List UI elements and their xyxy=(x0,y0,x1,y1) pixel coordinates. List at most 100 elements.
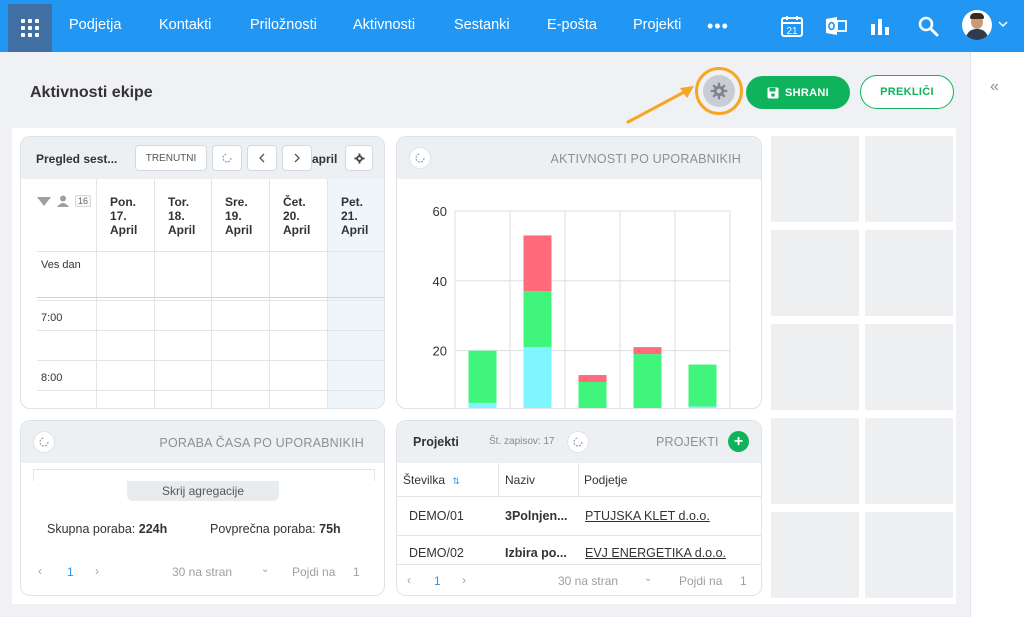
filter-icon[interactable] xyxy=(37,197,51,207)
empty-widget-slot xyxy=(771,136,859,222)
day-month: April xyxy=(110,223,138,237)
chevron-down-icon[interactable]: ⌄ xyxy=(644,573,653,584)
page-number[interactable]: 1 xyxy=(67,565,74,579)
empty-widget-slot xyxy=(865,512,953,598)
chevron-right-icon[interactable]: › xyxy=(95,564,99,578)
goto-page-input[interactable]: 1 xyxy=(353,565,360,579)
per-page-select[interactable]: 30 na stran xyxy=(558,574,619,588)
refresh-button[interactable] xyxy=(567,431,589,453)
bar-segment-1-1[interactable] xyxy=(523,291,552,348)
projects-widget: Projekti Št. zapisov: 17 PROJEKTI + Štev… xyxy=(396,420,762,596)
day-header-wed[interactable]: Sre. 19. April xyxy=(225,195,252,237)
search-icon[interactable] xyxy=(916,14,940,38)
save-icon xyxy=(767,87,779,98)
chevron-left-icon[interactable]: ‹ xyxy=(38,564,42,578)
save-button[interactable]: SHRANI xyxy=(746,76,850,109)
calendar-settings-button[interactable] xyxy=(345,145,373,171)
widget-title: Pregled sest... xyxy=(36,152,118,166)
y-tick-label: 60 xyxy=(433,204,447,219)
apps-menu-button[interactable] xyxy=(8,4,52,52)
project-name: Izbira po... xyxy=(505,546,567,560)
company-link[interactable]: EVJ ENERGETIKA d.o.o. xyxy=(585,546,727,560)
settings-button[interactable] xyxy=(703,75,735,107)
bar-segment-0-1[interactable] xyxy=(468,350,497,403)
column-header-company[interactable]: Podjetje xyxy=(584,473,628,487)
bar-segment-1-2[interactable] xyxy=(523,235,552,292)
outlook-icon[interactable] xyxy=(824,14,848,38)
user-avatar[interactable] xyxy=(962,10,992,40)
cancel-button[interactable]: PREKLIČI xyxy=(860,75,954,109)
bar-segment-4-1[interactable] xyxy=(688,364,717,407)
sort-icon[interactable]: ⇅ xyxy=(452,476,460,486)
goto-page-input[interactable]: 1 xyxy=(740,574,747,588)
day-header-fri[interactable]: Pet. 21. April xyxy=(341,195,368,237)
bar-segment-4-0[interactable] xyxy=(688,406,717,409)
widget-header xyxy=(397,137,761,179)
calendar-icon[interactable]: 21 xyxy=(780,14,804,38)
record-count: Št. zapisov: 17 xyxy=(489,436,555,447)
nav-item-podjetja[interactable]: Podjetja xyxy=(69,17,122,33)
empty-widget-slot xyxy=(771,418,859,504)
nav-item-projekti[interactable]: Projekti xyxy=(633,17,682,33)
page-number[interactable]: 1 xyxy=(434,574,441,588)
prev-button[interactable] xyxy=(247,145,277,171)
refresh-button[interactable] xyxy=(409,147,431,169)
empty-widget-slot xyxy=(865,324,953,410)
chevron-right-icon[interactable]: › xyxy=(462,573,466,587)
bar-segment-0-0[interactable] xyxy=(468,402,497,409)
more-menu-button[interactable]: ••• xyxy=(707,16,729,36)
bar-segment-3-1[interactable] xyxy=(633,354,662,409)
collapse-sidebar-icon[interactable]: « xyxy=(990,78,999,95)
total-usage: Skupna poraba: 224h xyxy=(47,522,167,536)
bar-segment-3-2[interactable] xyxy=(633,347,662,355)
column-header-number[interactable]: Številka ⇅ xyxy=(403,473,460,487)
chevron-left-icon[interactable]: ‹ xyxy=(407,573,411,587)
chevron-down-icon[interactable]: ⌄ xyxy=(261,564,270,575)
reports-chart-icon[interactable] xyxy=(868,14,892,38)
user-icon xyxy=(57,195,69,207)
widget-header xyxy=(21,421,384,463)
empty-widget-slot xyxy=(865,418,953,504)
dashboard-grid: Pregled sest... TRENUTNI april xyxy=(12,128,956,604)
widget-subtitle: PROJEKTI xyxy=(656,435,719,449)
page-title: Aktivnosti ekipe xyxy=(30,84,153,101)
column-header-name[interactable]: Naziv xyxy=(505,473,536,487)
next-button[interactable] xyxy=(282,145,312,171)
day-header-mon[interactable]: Pon. 17. April xyxy=(110,195,137,237)
add-project-button[interactable]: + xyxy=(728,431,749,452)
nav-item-kontakti[interactable]: Kontakti xyxy=(159,17,212,33)
hide-aggregations-button[interactable]: Skrij agregacije xyxy=(127,481,279,501)
empty-widget-slot xyxy=(865,230,953,316)
average-usage-label: Povprečna poraba: xyxy=(210,522,316,536)
day-month: April xyxy=(283,223,311,237)
company-link[interactable]: PTUJSKA KLET d.o.o. xyxy=(585,509,710,523)
day-number: 20. xyxy=(283,209,300,223)
column-label: Številka xyxy=(403,473,446,487)
nav-item-aktivnosti[interactable]: Aktivnosti xyxy=(353,17,416,33)
chevron-down-icon[interactable] xyxy=(998,19,1008,29)
refresh-button[interactable] xyxy=(212,145,242,171)
bar-segment-2-1[interactable] xyxy=(578,382,607,409)
day-name: Čet. xyxy=(283,195,306,209)
empty-widget-slot xyxy=(771,230,859,316)
activities-bar-chart: 0204060 xyxy=(433,204,731,409)
day-number: 19. xyxy=(225,209,242,223)
day-name: Pet. xyxy=(341,195,364,209)
nav-item-sestanki[interactable]: Sestanki xyxy=(454,17,510,33)
chevron-left-icon xyxy=(259,153,265,163)
pagination: ‹ 1 › 30 na stran ⌄ Pojdi na 1 xyxy=(397,564,761,595)
nav-item-priloznosti[interactable]: Priložnosti xyxy=(250,17,317,33)
right-sidebar xyxy=(970,52,1024,617)
day-number: 21. xyxy=(341,209,358,223)
per-page-select[interactable]: 30 na stran xyxy=(172,565,233,579)
refresh-button[interactable] xyxy=(33,431,55,453)
nav-item-eposta[interactable]: E-pošta xyxy=(547,17,597,33)
today-button[interactable]: TRENUTNI xyxy=(135,145,207,171)
day-header-thu[interactable]: Čet. 20. April xyxy=(283,195,310,237)
calendar-grid: 16 Pon. 17. April Tor. 18. April Sre. 19… xyxy=(21,179,384,408)
bar-segment-2-2[interactable] xyxy=(578,375,607,383)
bar-segment-1-0[interactable] xyxy=(523,347,552,409)
day-header-tue[interactable]: Tor. 18. April xyxy=(168,195,195,237)
time-consumption-widget: PORABA ČASA PO UPORABNIKIH Skrij agregac… xyxy=(20,420,385,596)
day-month: April xyxy=(341,223,369,237)
